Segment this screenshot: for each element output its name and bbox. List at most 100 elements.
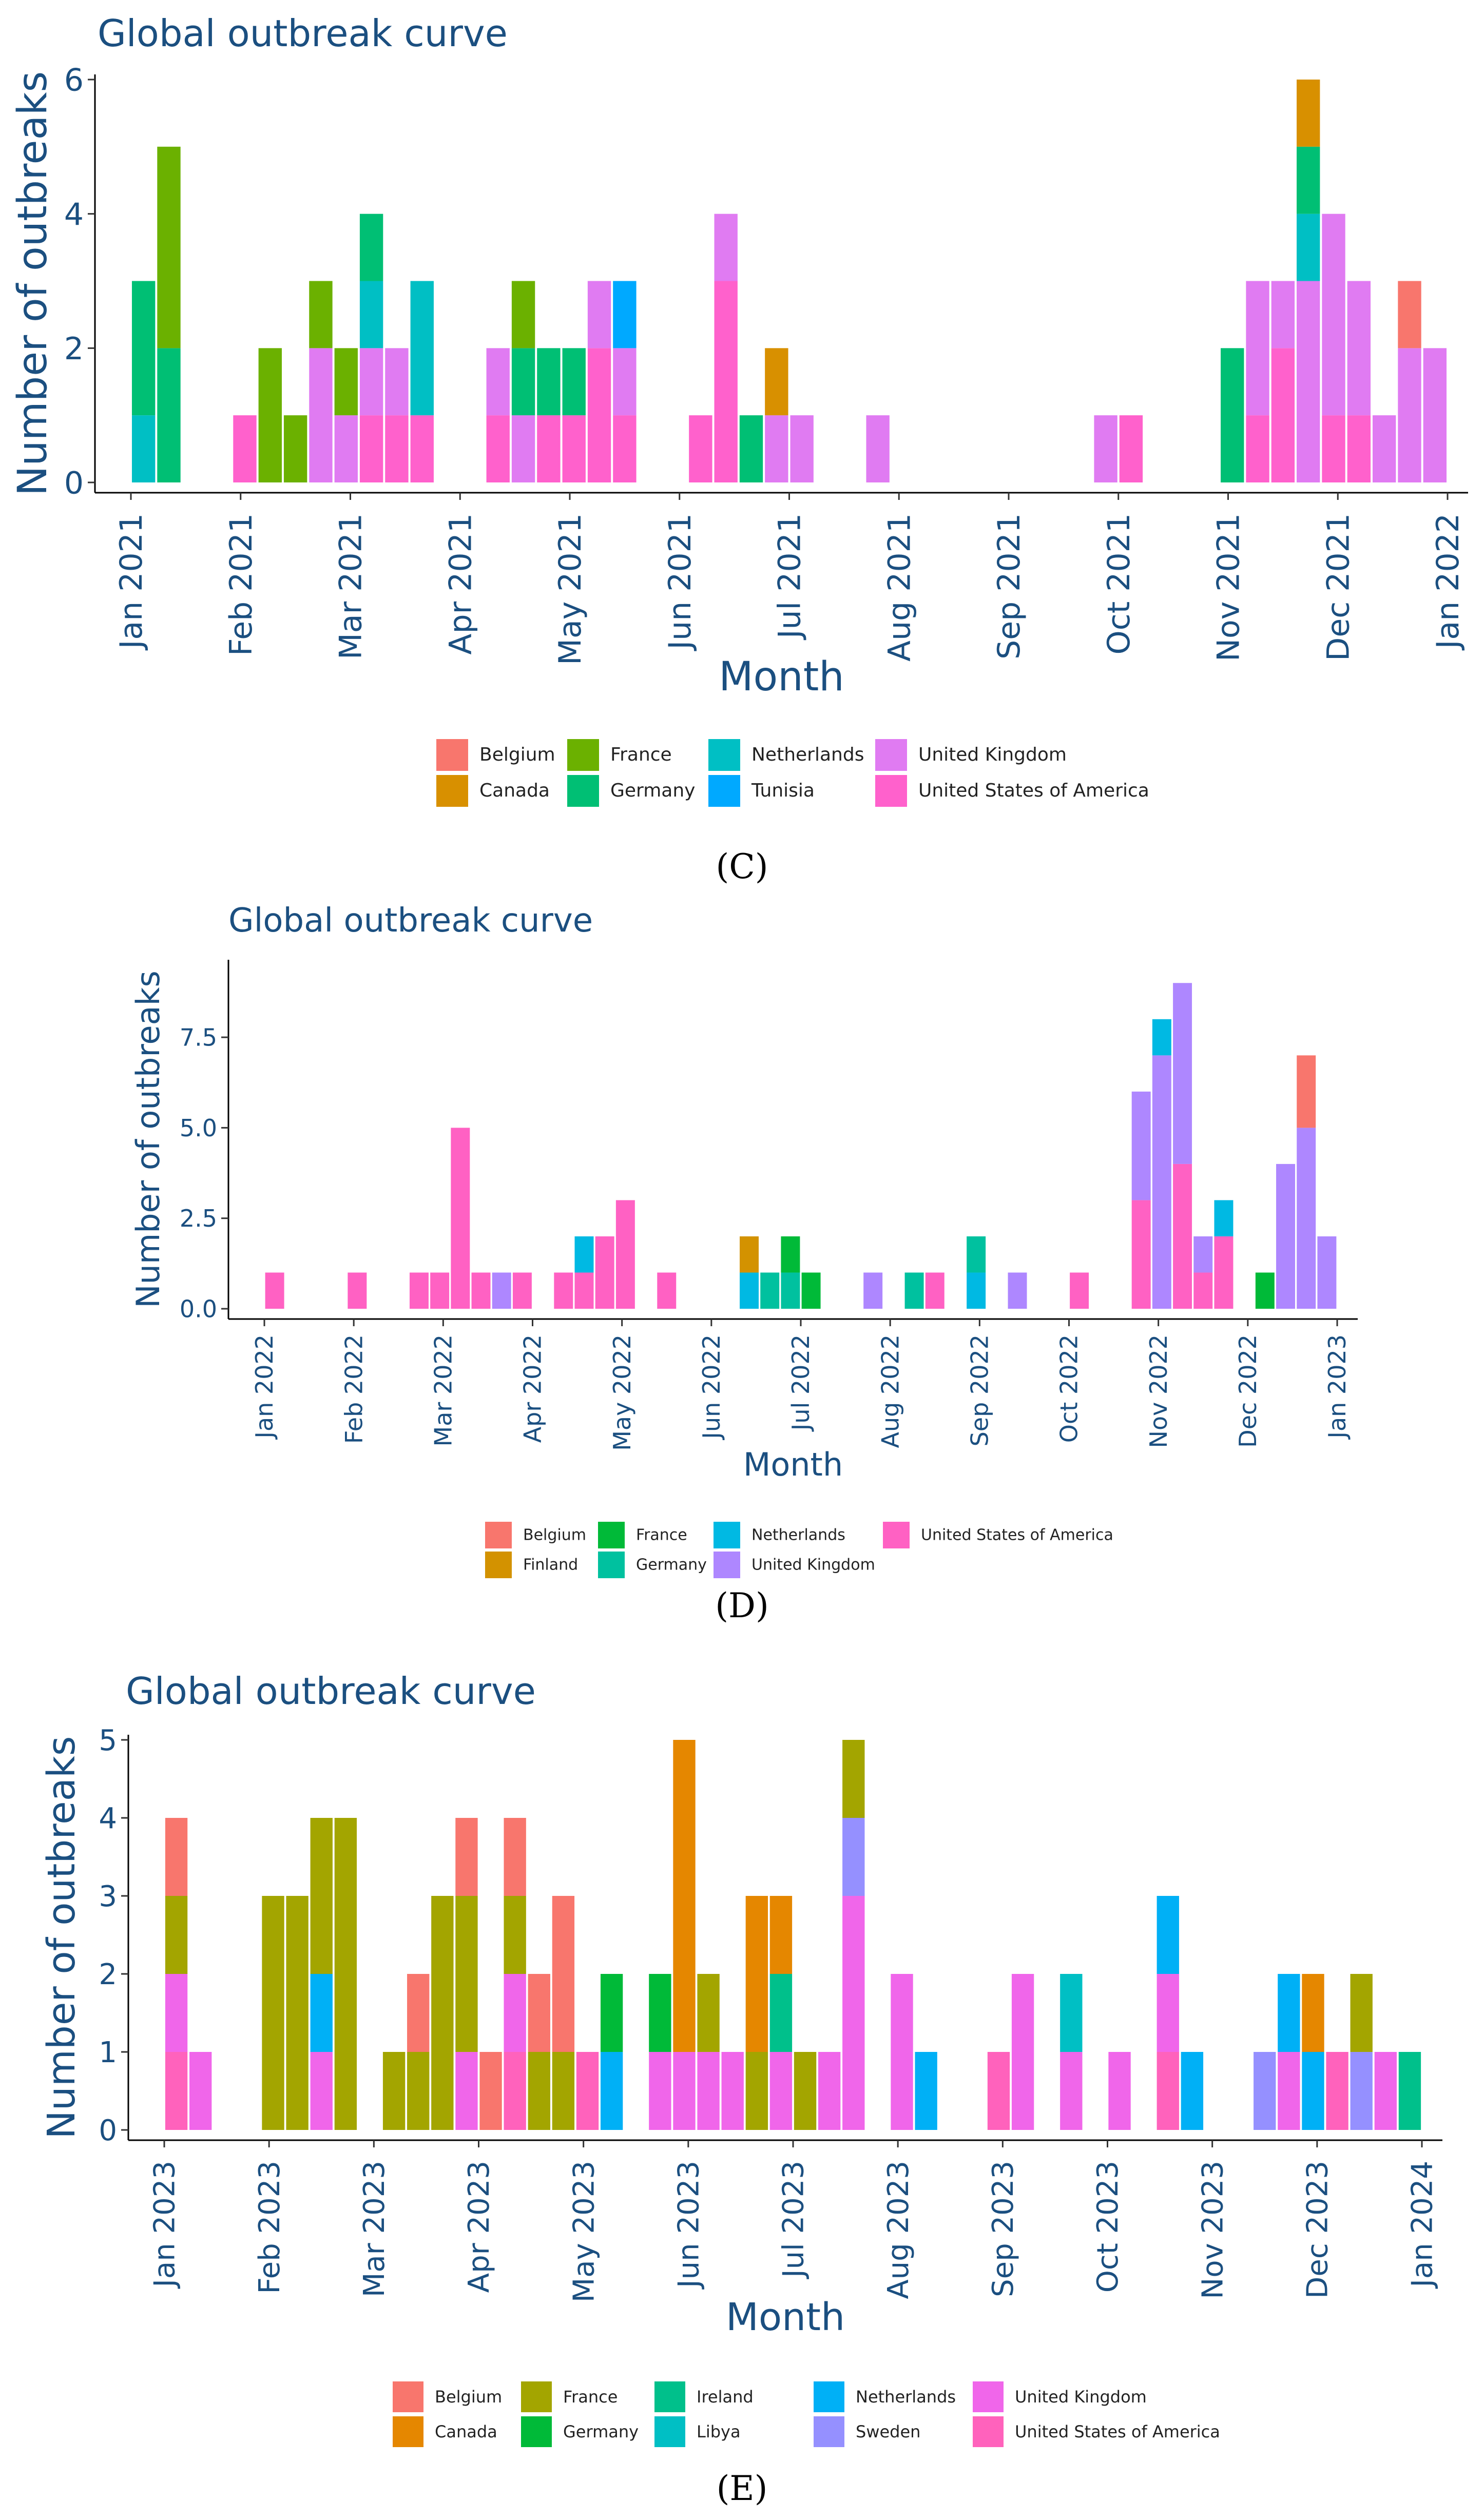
- y-axis-label: Number of outbreaks: [129, 971, 167, 1308]
- bar-segment: [863, 1272, 883, 1309]
- bar-segment: [359, 415, 383, 482]
- x-tick-label: May 2023: [567, 2161, 601, 2302]
- bar-segment: [1011, 1974, 1034, 2130]
- bar-segment: [1152, 1019, 1171, 1056]
- bar-segment: [359, 214, 383, 281]
- bar-segment: [595, 1236, 614, 1309]
- x-tick-label: Nov 2021: [1211, 513, 1247, 662]
- bar-segment: [407, 1974, 430, 2052]
- bar-segment: [309, 348, 333, 482]
- bar-segment: [613, 415, 637, 482]
- x-tick-label: Apr 2022: [519, 1334, 547, 1443]
- legend-swatch: [654, 2416, 685, 2447]
- bar-segment: [925, 1272, 945, 1309]
- bar-segment: [600, 2052, 623, 2130]
- x-tick-label: Apr 2021: [442, 513, 478, 655]
- x-tick-label: Sep 2022: [966, 1334, 993, 1446]
- bar-segment: [967, 1236, 986, 1273]
- caption-d: (D): [715, 1586, 769, 1625]
- bar-segment: [265, 1272, 284, 1309]
- bar-segment: [1255, 1272, 1275, 1309]
- bar-segment: [842, 1818, 865, 1896]
- chart-title: Global outbreak curve: [98, 12, 508, 55]
- bar-segment: [1398, 2052, 1421, 2130]
- bar-segment: [165, 2052, 188, 2130]
- x-tick-label: Jan 2021: [113, 513, 149, 651]
- bar-segment: [504, 2052, 526, 2130]
- plot-area: 0 2 4 6 Jan 2021 Feb 2021 Mar 2021 Apr 2021 May …: [64, 63, 1468, 665]
- x-tick-label: Jun 2022: [698, 1334, 725, 1441]
- legend-swatch: [714, 1522, 740, 1548]
- bar-segment: [1374, 2052, 1397, 2130]
- bar-segment: [1157, 2052, 1179, 2130]
- bar-segment: [1302, 1974, 1324, 2052]
- bar-segment: [455, 2052, 478, 2130]
- x-tick-label: Jan 2022: [250, 1334, 278, 1440]
- bar-segment: [1322, 214, 1345, 416]
- bar-segment: [471, 1272, 491, 1309]
- bar-segment: [1326, 2052, 1348, 2130]
- bar-segment: [574, 1272, 594, 1309]
- bar-segment: [987, 2052, 1010, 2130]
- y-tick-label: 1: [99, 2036, 117, 2069]
- legend-label: Libya: [697, 2422, 741, 2441]
- legend-label: Germany: [636, 1556, 707, 1574]
- bars: [265, 983, 1337, 1309]
- bars: [131, 80, 1447, 482]
- bar-segment: [1008, 1272, 1027, 1309]
- legend-swatch: [393, 2416, 423, 2447]
- x-tick-label: Sep 2023: [987, 2161, 1020, 2297]
- plot-area: 0 1 2 3 4 5 Jan 2023 Feb 2023 Mar 2023 Apr 2023 Ma…: [99, 1724, 1442, 2302]
- bar-segment: [1347, 415, 1371, 482]
- chart-panel-c: 0 2 4 6 Jan 2021 Feb 2021 Mar 2021 Apr 2021 May …: [0, 0, 1484, 886]
- bar-segment: [528, 1974, 550, 2052]
- bar-segment: [1070, 1272, 1089, 1309]
- bar-segment: [801, 1272, 821, 1309]
- bar-segment: [157, 348, 181, 482]
- y-tick-label: 7.5: [180, 1024, 217, 1052]
- legend-label: Belgium: [435, 2387, 502, 2407]
- bar-segment: [1254, 2052, 1276, 2130]
- bar-segment: [1398, 281, 1421, 348]
- x-tick-label: Apr 2023: [462, 2161, 496, 2293]
- bar-segment: [1350, 2052, 1373, 2130]
- bar-segment: [866, 415, 890, 482]
- bar-segment: [430, 1272, 450, 1309]
- bar-segment: [1246, 281, 1269, 416]
- bar-segment: [1060, 2052, 1083, 2130]
- bar-segment: [745, 2052, 768, 2130]
- legend-label: Belgium: [479, 744, 555, 765]
- legend-label: Canada: [435, 2422, 497, 2441]
- y-tick-label: 5: [99, 1724, 117, 1757]
- bar-segment: [165, 1974, 188, 2052]
- bar-segment: [1094, 415, 1117, 482]
- legend-label: France: [636, 1526, 687, 1544]
- chart-d: 0.0 2.5 5.0 7.5 Jan 2022 Feb 2022 Mar 2022 Apr …: [129, 903, 1358, 1578]
- bar-segment: [1297, 281, 1320, 482]
- legend-label: Sweden: [856, 2422, 920, 2441]
- legend-swatch: [654, 2381, 685, 2412]
- bar-segment: [131, 415, 156, 482]
- x-tick-label: Jul 2021: [772, 513, 808, 641]
- bar-segment: [904, 1272, 924, 1309]
- bar-segment: [649, 2052, 671, 2130]
- bar-segment: [615, 1200, 635, 1309]
- bar-segment: [765, 348, 788, 416]
- chart-title: Global outbreak curve: [228, 903, 593, 940]
- x-tick-label: Mar 2021: [333, 513, 369, 660]
- bar-segment: [451, 1128, 470, 1309]
- bar-segment: [714, 281, 738, 482]
- bar-segment: [818, 2052, 841, 2130]
- bar-segment: [1214, 1236, 1234, 1309]
- chart-title: Global outbreak curve: [126, 1670, 536, 1713]
- bar-segment: [511, 281, 535, 348]
- x-tick-label: Oct 2022: [1055, 1334, 1083, 1443]
- x-tick-label: Oct 2021: [1101, 513, 1137, 655]
- bar-segment: [739, 415, 763, 482]
- y-tick-label: 0.0: [180, 1295, 217, 1323]
- bar-segment: [359, 348, 383, 416]
- y-axis-label: Number of outbreaks: [40, 1736, 84, 2139]
- bar-segment: [410, 281, 434, 416]
- bar-segment: [790, 415, 814, 482]
- bar-segment: [740, 1236, 759, 1273]
